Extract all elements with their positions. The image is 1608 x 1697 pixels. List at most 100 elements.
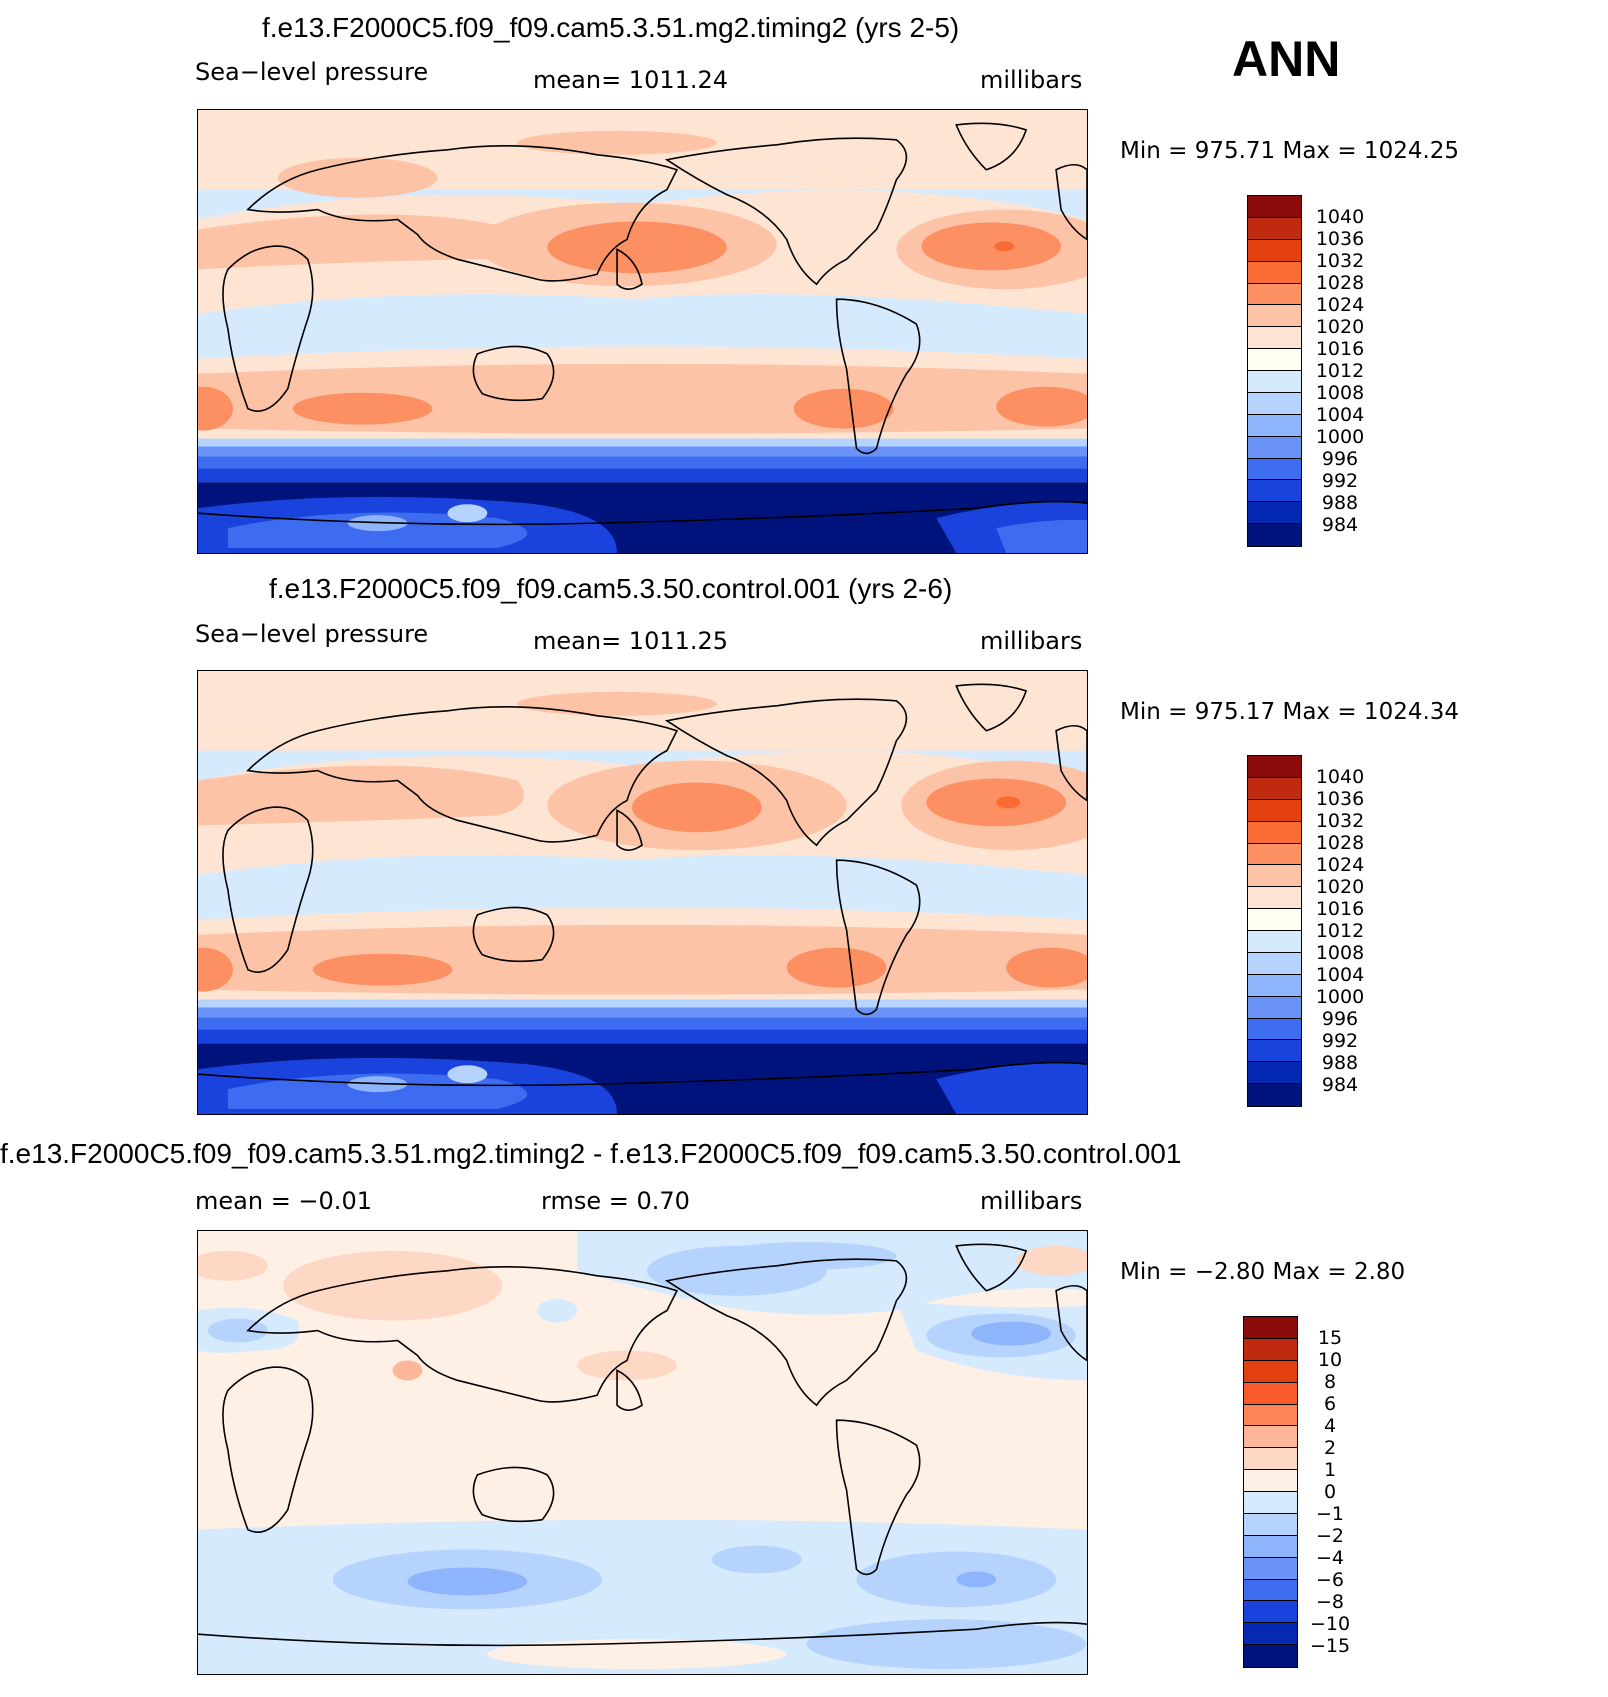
colorbar-tick-label: −1 bbox=[1315, 1503, 1344, 1525]
panel2-mean-label: mean= 1011.25 bbox=[533, 627, 729, 655]
panel1-colorbar bbox=[1247, 195, 1302, 547]
colorbar-swatch bbox=[1244, 1513, 1297, 1536]
panel3-colorbar-labels: 15 10 8 6 4 2 1 0 −1 −2 −4 −6 −8 −10 −15 bbox=[1300, 1327, 1360, 1657]
colorbar-swatch bbox=[1248, 843, 1301, 866]
colorbar-swatch bbox=[1244, 1601, 1297, 1624]
panel3-difference-field bbox=[198, 1231, 1087, 1674]
colorbar-swatch bbox=[1248, 217, 1301, 240]
colorbar-tick-label: 1032 bbox=[1315, 250, 1365, 272]
colorbar-tick-label: 1008 bbox=[1315, 942, 1365, 964]
colorbar-swatch bbox=[1248, 1018, 1301, 1041]
colorbar-tick-label: 1028 bbox=[1315, 832, 1365, 854]
colorbar-swatch bbox=[1244, 1492, 1297, 1514]
colorbar-tick-label: 1 bbox=[1323, 1459, 1337, 1481]
panel3-title: f.e13.F2000C5.f09_f09.cam5.3.51.mg2.timi… bbox=[0, 1138, 1182, 1169]
colorbar-tick-label: 2 bbox=[1323, 1437, 1337, 1459]
colorbar-tick-label: −2 bbox=[1315, 1525, 1344, 1547]
colorbar-tick-label: −6 bbox=[1315, 1569, 1344, 1591]
colorbar-tick-label: 1036 bbox=[1315, 788, 1365, 810]
panel1-title: f.e13.F2000C5.f09_f09.cam5.3.51.mg2.timi… bbox=[262, 12, 960, 43]
panel2-title: f.e13.F2000C5.f09_f09.cam5.3.50.control.… bbox=[269, 573, 953, 604]
colorbar-tick-label: 1004 bbox=[1315, 404, 1365, 426]
colorbar-tick-label: 8 bbox=[1323, 1371, 1337, 1393]
colorbar-tick-label: −10 bbox=[1309, 1613, 1351, 1635]
colorbar-swatch bbox=[1248, 1062, 1301, 1085]
colorbar-tick-label: 1040 bbox=[1315, 206, 1365, 228]
colorbar-swatch bbox=[1248, 931, 1301, 953]
colorbar-tick-label: 1028 bbox=[1315, 272, 1365, 294]
panel1-variable-label: Sea−level pressure bbox=[195, 58, 429, 86]
panel3-minmax: Min = −2.80 Max = 2.80 bbox=[1120, 1259, 1406, 1285]
panel2-minmax: Min = 975.17 Max = 1024.34 bbox=[1120, 699, 1460, 725]
colorbar-tick-label: −4 bbox=[1315, 1547, 1344, 1569]
panel1-colorbar-labels: 1040 1036 1032 1028 1024 1020 1016 1012 1008 1004… bbox=[1310, 206, 1370, 536]
colorbar-tick-label: 1016 bbox=[1315, 338, 1365, 360]
panel2-map bbox=[197, 670, 1088, 1115]
colorbar-swatch bbox=[1244, 1404, 1297, 1427]
panel3-rmse-label: rmse = 0.70 bbox=[541, 1187, 690, 1215]
panel2-colorbar-labels: 1040 1036 1032 1028 1024 1020 1016 1012 1008 1004… bbox=[1310, 766, 1370, 1096]
colorbar-tick-label: −8 bbox=[1315, 1591, 1344, 1613]
colorbar-swatch bbox=[1248, 799, 1301, 822]
colorbar-tick-label: 988 bbox=[1321, 492, 1359, 514]
colorbar-swatch bbox=[1248, 392, 1301, 415]
colorbar-swatch bbox=[1248, 865, 1301, 888]
colorbar-swatch bbox=[1248, 952, 1301, 975]
colorbar-swatch bbox=[1248, 909, 1301, 931]
colorbar-tick-label: 1024 bbox=[1315, 854, 1365, 876]
colorbar-swatch bbox=[1248, 458, 1301, 481]
panel3-map bbox=[197, 1230, 1088, 1675]
colorbar-tick-label: 10 bbox=[1317, 1349, 1343, 1371]
panel2-units-label: millibars bbox=[980, 627, 1083, 655]
colorbar-tick-label: 1012 bbox=[1315, 360, 1365, 382]
colorbar-tick-label: 1040 bbox=[1315, 766, 1365, 788]
panel2-colorbar bbox=[1247, 755, 1302, 1107]
colorbar-swatch bbox=[1248, 1040, 1301, 1063]
panel3-colorbar bbox=[1243, 1316, 1298, 1668]
colorbar-swatch bbox=[1248, 436, 1301, 459]
colorbar-swatch bbox=[1248, 283, 1301, 306]
panel3-mean-label: mean = −0.01 bbox=[195, 1187, 372, 1215]
colorbar-tick-label: 0 bbox=[1323, 1481, 1337, 1503]
colorbar-tick-label: 1016 bbox=[1315, 898, 1365, 920]
panel1-mean-label: mean= 1011.24 bbox=[533, 66, 729, 94]
colorbar-tick-label: 1004 bbox=[1315, 964, 1365, 986]
colorbar-swatch bbox=[1248, 196, 1301, 218]
colorbar-tick-label: 992 bbox=[1321, 1030, 1359, 1052]
panel3-units-label: millibars bbox=[980, 1187, 1083, 1215]
colorbar-swatch bbox=[1244, 1579, 1297, 1602]
colorbar-swatch bbox=[1248, 371, 1301, 393]
colorbar-tick-label: 1000 bbox=[1315, 426, 1365, 448]
colorbar-tick-label: 1008 bbox=[1315, 382, 1365, 404]
colorbar-swatch bbox=[1244, 1426, 1297, 1449]
colorbar-tick-label: 15 bbox=[1317, 1327, 1343, 1349]
colorbar-tick-label: 988 bbox=[1321, 1052, 1359, 1074]
colorbar-swatch bbox=[1244, 1360, 1297, 1383]
colorbar-swatch bbox=[1248, 327, 1301, 350]
colorbar-tick-label: 1032 bbox=[1315, 810, 1365, 832]
colorbar-tick-label: −15 bbox=[1309, 1635, 1351, 1657]
colorbar-tick-label: 996 bbox=[1321, 1008, 1359, 1030]
colorbar-swatch bbox=[1248, 349, 1301, 371]
colorbar-tick-label: 984 bbox=[1321, 1074, 1359, 1096]
colorbar-tick-label: 984 bbox=[1321, 514, 1359, 536]
colorbar-tick-label: 6 bbox=[1323, 1393, 1337, 1415]
colorbar-swatch bbox=[1248, 887, 1301, 910]
colorbar-swatch bbox=[1248, 261, 1301, 284]
colorbar-swatch bbox=[1248, 821, 1301, 844]
colorbar-swatch bbox=[1248, 974, 1301, 997]
colorbar-swatch bbox=[1244, 1338, 1297, 1361]
colorbar-swatch bbox=[1244, 1535, 1297, 1558]
colorbar-swatch bbox=[1248, 524, 1301, 546]
colorbar-swatch bbox=[1244, 1382, 1297, 1405]
colorbar-tick-label: 1000 bbox=[1315, 986, 1365, 1008]
colorbar-tick-label: 1036 bbox=[1315, 228, 1365, 250]
colorbar-swatch bbox=[1244, 1557, 1297, 1580]
colorbar-swatch bbox=[1248, 414, 1301, 437]
colorbar-tick-label: 4 bbox=[1323, 1415, 1337, 1437]
colorbar-swatch bbox=[1244, 1623, 1297, 1646]
colorbar-swatch bbox=[1244, 1317, 1297, 1339]
colorbar-swatch bbox=[1248, 996, 1301, 1019]
colorbar-swatch bbox=[1248, 777, 1301, 800]
colorbar-swatch bbox=[1244, 1448, 1297, 1471]
